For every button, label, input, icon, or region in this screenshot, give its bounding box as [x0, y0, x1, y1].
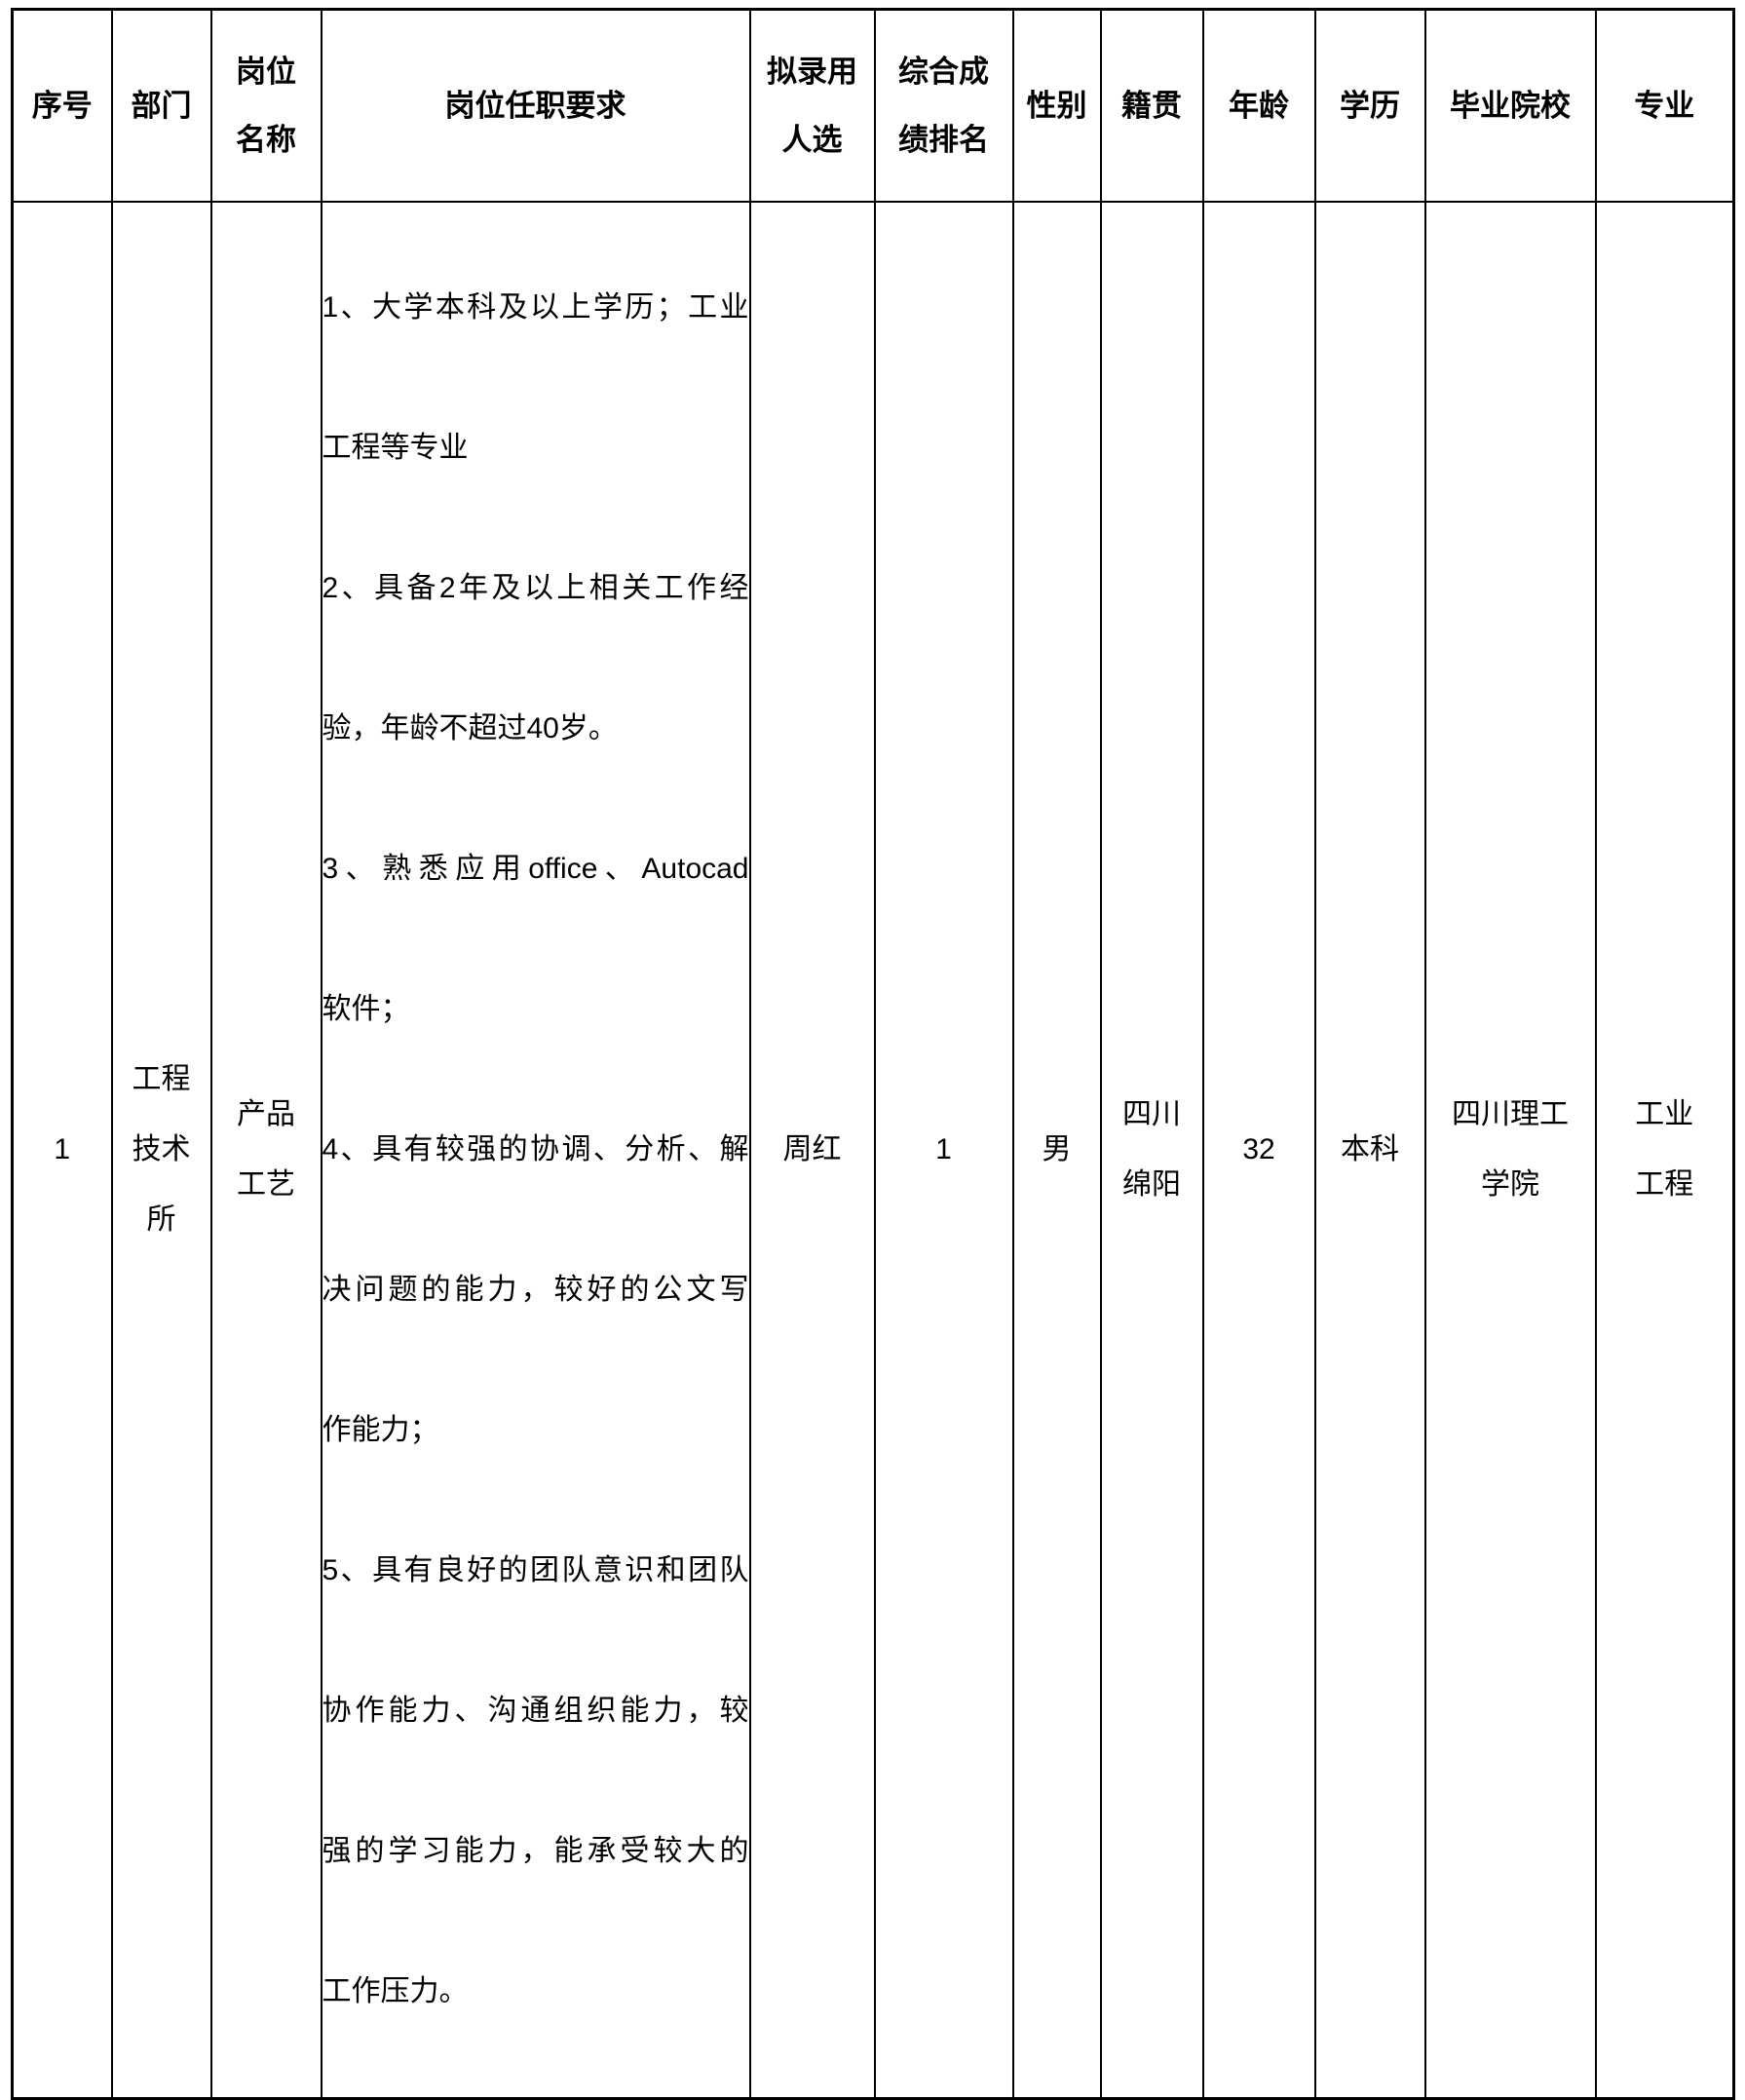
requirement-line: 验，年龄不超过40岁。 [322, 712, 618, 745]
header-position: 岗位 名称 [209, 8, 322, 203]
cell-position: 产品 工艺 [209, 201, 322, 2100]
cell-candidate: 周红 [748, 201, 876, 2100]
header-major: 专业 [1594, 8, 1735, 203]
header-education: 学历 [1313, 8, 1426, 203]
header-row: 序号 部门 岗位 名称 岗位任职要求 拟录用 人选 综合成 绩排名 性别 籍贯 … [11, 8, 1735, 203]
cell-seq: 1 [11, 201, 113, 2100]
cell-rank: 1 [873, 201, 1014, 2100]
header-school: 毕业院校 [1423, 8, 1597, 203]
requirement-line: 决问题的能力，较好的公文写 [322, 1274, 749, 1306]
requirement-line: 工作压力。 [322, 1975, 469, 2007]
cell-school: 四川理工 学院 [1423, 201, 1597, 2100]
header-age: 年龄 [1201, 8, 1316, 203]
header-requirements: 岗位任职要求 [320, 8, 751, 203]
header-candidate: 拟录用 人选 [748, 8, 876, 203]
header-seq: 序号 [11, 8, 113, 203]
cell-age: 32 [1201, 201, 1316, 2100]
cell-gender: 男 [1011, 201, 1102, 2100]
requirement-line: 2、具备2年及以上相关工作经 [322, 572, 749, 604]
header-department: 部门 [110, 8, 212, 203]
requirement-line: 作能力； [322, 1414, 439, 1446]
requirement-line: 4、具有较强的协调、分析、解 [322, 1133, 749, 1165]
cell-native-place: 四川 绵阳 [1099, 201, 1204, 2100]
requirement-line: 软件； [322, 993, 410, 1025]
requirement-line: 3、熟悉应用office、Autocad [322, 853, 749, 885]
cell-education: 本科 [1313, 201, 1426, 2100]
requirement-line: 1、大学本科及以上学历；工业 [322, 291, 749, 324]
recruitment-table: 序号 部门 岗位 名称 岗位任职要求 拟录用 人选 综合成 绩排名 性别 籍贯 … [11, 8, 1735, 2100]
header-rank: 综合成 绩排名 [873, 8, 1014, 203]
cell-department: 工程 技术 所 [110, 201, 212, 2100]
requirement-line: 强的学习能力，能承受较大的 [322, 1835, 749, 1867]
table-row: 1 工程 技术 所 产品 工艺 1、大学本科及以上学历；工业 工程等专业 2、具… [11, 201, 1735, 2100]
cell-major: 工业 工程 [1594, 201, 1735, 2100]
header-gender: 性别 [1011, 8, 1102, 203]
requirement-line: 工程等专业 [322, 432, 469, 464]
header-native-place: 籍贯 [1099, 8, 1204, 203]
requirement-line: 5、具有良好的团队意识和团队 [322, 1554, 749, 1586]
cell-requirements: 1、大学本科及以上学历；工业 工程等专业 2、具备2年及以上相关工作经 验，年龄… [320, 201, 751, 2100]
requirement-line: 协作能力、沟通组织能力，较 [322, 1695, 749, 1727]
